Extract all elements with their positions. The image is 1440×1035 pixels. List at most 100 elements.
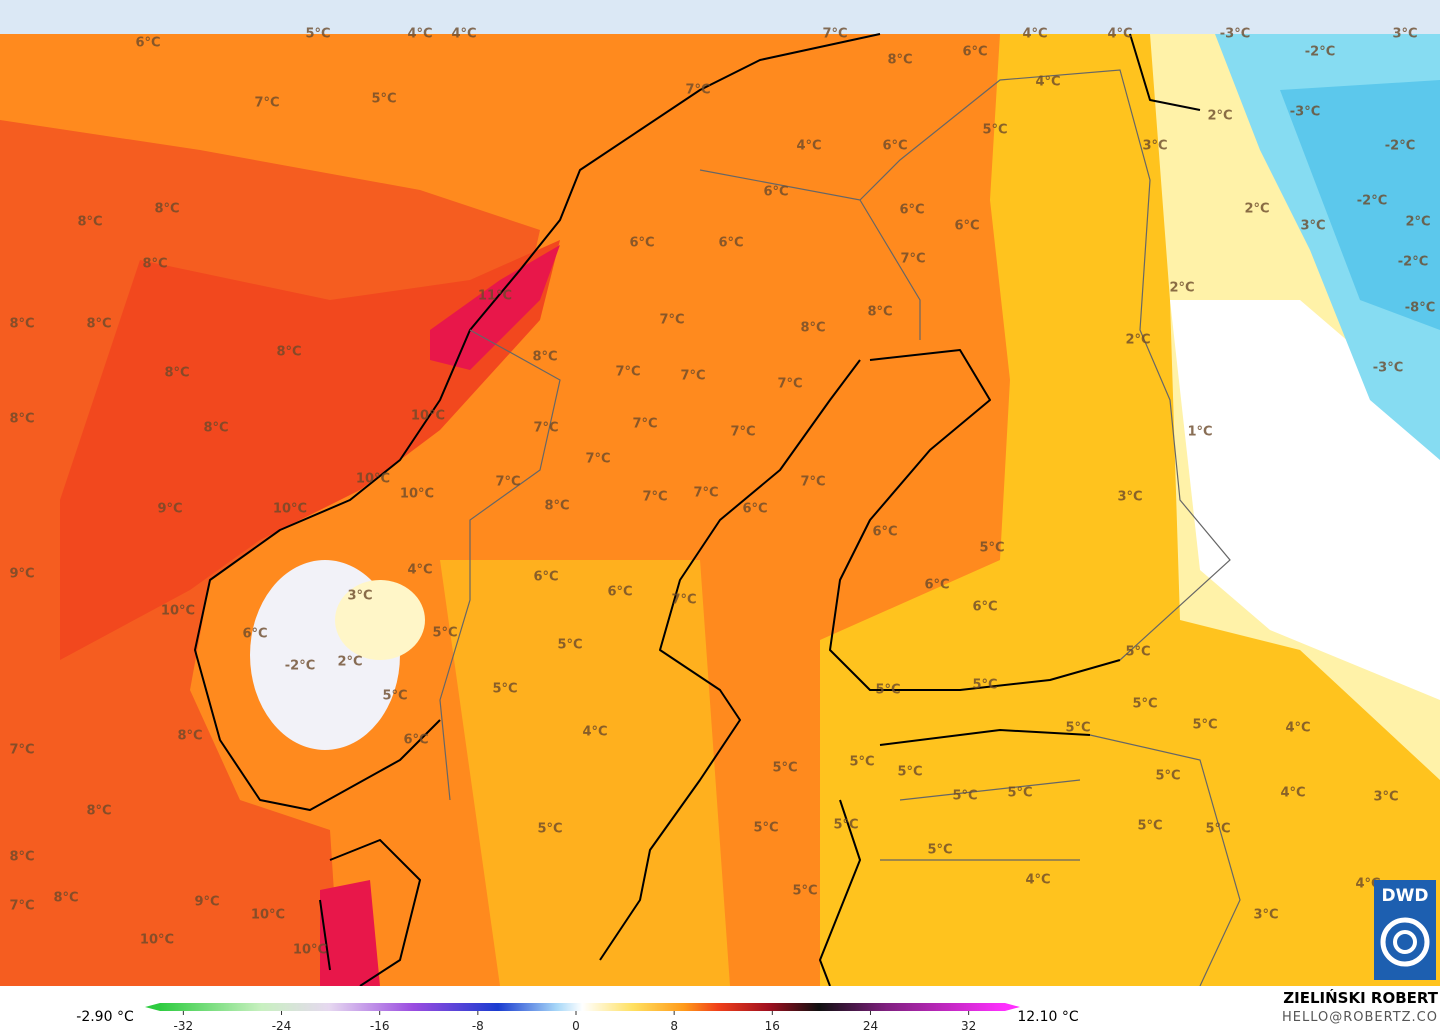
temperature-label: 7°C [680, 369, 705, 384]
temperature-label: 2°C [1405, 215, 1430, 230]
colorbar-min-arrow [145, 1003, 160, 1011]
temperature-label: -2°C [1305, 45, 1335, 60]
temperature-label: 6°C [403, 733, 428, 748]
temperature-label: 6°C [533, 570, 558, 585]
temperature-label: 2°C [1244, 202, 1269, 217]
temperature-label: 7°C [9, 743, 34, 758]
temperature-label: 6°C [882, 139, 907, 154]
temperature-label: -3°C [1220, 27, 1250, 42]
colorbar-tick-label: 24 [863, 1019, 878, 1033]
dwd-logo-text: DWD [1382, 886, 1429, 906]
temperature-label: 6°C [629, 236, 654, 251]
temperature-label: 8°C [867, 305, 892, 320]
temperature-label: 5°C [982, 123, 1007, 138]
temperature-label: 6°C [718, 236, 743, 251]
colorbar [160, 1003, 1005, 1011]
temperature-label: 6°C [899, 203, 924, 218]
temperature-label: 10°C [356, 472, 390, 487]
temperature-label: 8°C [9, 317, 34, 332]
temperature-label: 6°C [872, 525, 897, 540]
dwd-logo-swirl [1380, 917, 1430, 967]
temperature-label: 5°C [1155, 769, 1180, 784]
temperature-label: 5°C [792, 884, 817, 899]
sky-strip [0, 0, 1440, 34]
colorbar-min-label: -2.90 °C [76, 1009, 134, 1025]
credit-author: ZIELIŃSKI ROBERT [1283, 988, 1438, 1007]
temperature-label: 7°C [822, 27, 847, 42]
temperature-label: 7°C [777, 377, 802, 392]
temperature-label: 8°C [164, 366, 189, 381]
temperature-label: 5°C [927, 843, 952, 858]
temperature-label: 2°C [337, 655, 362, 670]
temperature-label: 5°C [772, 761, 797, 776]
temperature-label: 7°C [671, 593, 696, 608]
temperature-label: 7°C [615, 365, 640, 380]
temperature-label: 5°C [979, 541, 1004, 556]
temperature-label: 2°C [1207, 109, 1232, 124]
temperature-label: 5°C [1007, 786, 1032, 801]
temperature-label: 8°C [9, 412, 34, 427]
colorbar-ticks: -32 -24 -16 -8 0 8 16 24 32 [174, 1011, 976, 1033]
colorbar-tick-label: -8 [472, 1019, 484, 1033]
temperature-label: -2°C [1385, 139, 1415, 154]
temperature-label: 7°C [254, 96, 279, 111]
temperature-label: 7°C [730, 425, 755, 440]
temperature-label: 3°C [1142, 139, 1167, 154]
temperature-label: -2°C [285, 659, 315, 674]
temperature-label: 4°C [1107, 27, 1132, 42]
temperature-label: 7°C [9, 899, 34, 914]
temperature-label: 6°C [742, 502, 767, 517]
coastlines [194, 33, 1201, 987]
temperature-label: 4°C [1035, 75, 1060, 90]
temperature-label: 5°C [1192, 718, 1217, 733]
credit-contact: HELLO@ROBERTZ.CO [1282, 1010, 1438, 1025]
temperature-label: 5°C [305, 27, 330, 42]
temperature-label: 8°C [142, 257, 167, 272]
temperature-label: 7°C [900, 252, 925, 267]
temperature-label: 6°C [962, 45, 987, 60]
temperature-label: 5°C [432, 626, 457, 641]
temperature-label: 2°C [1125, 333, 1150, 348]
temperature-label: 6°C [972, 600, 997, 615]
temperature-label: 10°C [400, 487, 434, 502]
temperature-label: 9°C [194, 895, 219, 910]
temperature-label: 6°C [135, 36, 160, 51]
temperature-label: 10°C [293, 943, 327, 958]
temperature-label: 4°C [1025, 873, 1050, 888]
temperature-label: 7°C [693, 486, 718, 501]
temperature-label: 8°C [800, 321, 825, 336]
temperature-label: 5°C [952, 789, 977, 804]
temperature-label: 6°C [924, 578, 949, 593]
colorbar-tick-label: 0 [572, 1019, 580, 1033]
temperature-label: 3°C [1392, 27, 1417, 42]
temperature-label: 5°C [1125, 645, 1150, 660]
temperature-label: 7°C [659, 313, 684, 328]
temperature-label: 5°C [833, 818, 858, 833]
temperature-label: 4°C [796, 139, 821, 154]
temperature-label: 9°C [9, 567, 34, 582]
temperature-label: 10°C [411, 409, 445, 424]
temperature-label: 5°C [382, 689, 407, 704]
temperature-label: 4°C [1022, 27, 1047, 42]
temperature-label: 11°C [478, 289, 512, 304]
temperature-label: 5°C [753, 821, 778, 836]
temperature-label: 10°C [140, 933, 174, 948]
temperature-label: 5°C [849, 755, 874, 770]
temperature-label: 5°C [1137, 819, 1162, 834]
borders [439, 69, 1241, 987]
dwd-logo-swirl-inner [1393, 930, 1417, 954]
temperature-label: 8°C [154, 202, 179, 217]
temperature-label: 3°C [1253, 908, 1278, 923]
temperature-label: 8°C [86, 804, 111, 819]
colorbar-max-label: 12.10 °C [1017, 1009, 1079, 1025]
temperature-label: 5°C [1065, 721, 1090, 736]
temperature-label: -3°C [1373, 361, 1403, 376]
temperature-label: 6°C [607, 585, 632, 600]
temperature-label: 5°C [557, 638, 582, 653]
temperature-label: 8°C [203, 421, 228, 436]
temperature-label: 10°C [251, 908, 285, 923]
temperature-label: 10°C [273, 502, 307, 517]
temperature-label: 7°C [800, 475, 825, 490]
temperature-label: 7°C [685, 83, 710, 98]
colorbar-tick-label: 8 [670, 1019, 678, 1033]
